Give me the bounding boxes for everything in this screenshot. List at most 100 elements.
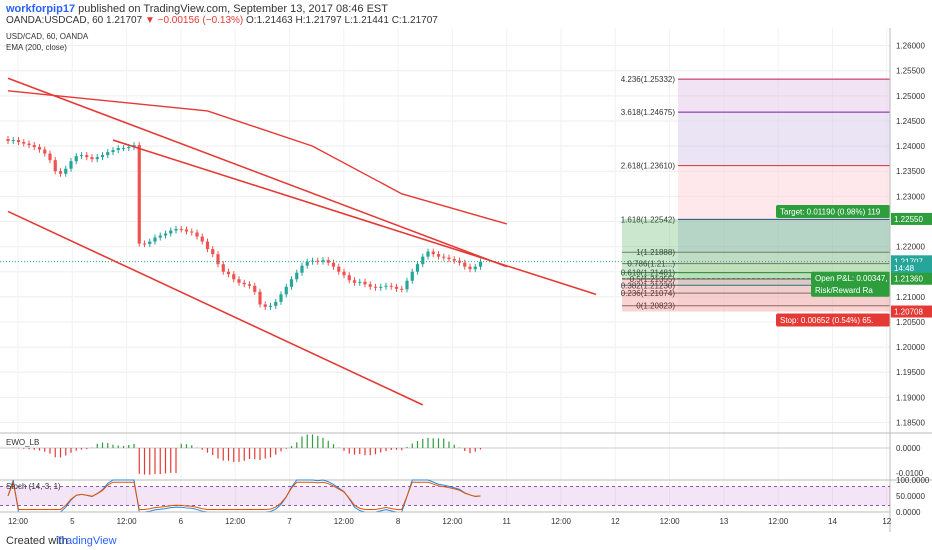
candle-body [200, 236, 204, 242]
author-link[interactable]: workforpip17 [6, 3, 76, 15]
ema-200-line [7, 90, 507, 225]
candle-body [247, 284, 252, 286]
candle-body [405, 280, 409, 290]
time-tick-label: 12:00 [660, 517, 681, 526]
trend-line [7, 77, 508, 268]
price-tag-text: 1.22550 [894, 215, 923, 224]
quote-change: ▼ −0.00156 (−0.13%) [144, 15, 244, 26]
open-pl-label-bg [811, 271, 890, 285]
candle-body [242, 282, 246, 285]
candle-body [305, 261, 309, 266]
candle [95, 154, 99, 163]
candle-body [90, 157, 94, 160]
candle [431, 248, 435, 258]
stoch-tick-label: 0.0000 [896, 508, 921, 517]
candle [200, 233, 204, 245]
publish-line: workforpip17 published on TradingView.co… [6, 3, 388, 15]
candle-body [74, 156, 78, 162]
fib-level-label: 0.618(1.21481) [621, 269, 676, 278]
candle-body [116, 148, 120, 151]
candle-body [69, 161, 73, 169]
candle-body [142, 243, 147, 245]
candle [410, 268, 414, 284]
candle [268, 302, 273, 310]
quote-ohlc: O:1.21463 H:1.21797 L:1.21441 C:1.21707 [246, 15, 438, 26]
price-tick-label: 1.25000 [896, 92, 925, 101]
candles [0, 136, 890, 310]
candle [158, 232, 162, 241]
candle [289, 276, 294, 290]
candle-body [16, 140, 21, 143]
candle [384, 282, 388, 290]
candle [347, 272, 351, 284]
trend-lines[interactable] [7, 77, 597, 406]
fib-zone [678, 112, 890, 166]
quote-prefix: OANDA:USDCAD, 60 1.21707 [6, 15, 143, 26]
legend-stoch: Stoch (14, 3, 1) [6, 482, 61, 491]
price-tick-label: 1.23000 [896, 192, 925, 201]
trend-line [112, 139, 597, 296]
tradingview-logo[interactable]: TradingView [56, 535, 117, 547]
candle [405, 277, 409, 293]
candle [253, 282, 257, 295]
candle [352, 277, 357, 286]
price-tag: 1.20708 [891, 305, 932, 318]
time-tick-label: 12 [611, 517, 620, 526]
fib-level-label: 2.618(1.23610) [621, 162, 676, 171]
candle [310, 257, 315, 265]
time-tick-label: 7 [287, 517, 292, 526]
price-tick-label: 1.19000 [896, 393, 925, 402]
candle [373, 283, 378, 291]
candle-body [85, 155, 89, 158]
stoch-tick-label: 100.0000 [896, 476, 930, 485]
price-tick-label: 1.25500 [896, 67, 925, 76]
risk-reward-label-text: Risk/Reward Ra [815, 286, 873, 295]
candle [6, 136, 10, 145]
candle [473, 263, 477, 273]
candle [27, 140, 31, 149]
candle-body [379, 286, 383, 288]
candle [247, 281, 252, 289]
candle [368, 281, 372, 290]
quote-line: OANDA:USDCAD, 60 1.21707 ▼ −0.00156 (−0.… [6, 15, 438, 26]
price-tag-bg [891, 262, 932, 275]
candle [16, 137, 21, 146]
legend-symbol: USD/CAD, 60, OANDA [6, 32, 89, 41]
candle [300, 262, 304, 276]
time-tick-label: 14 [828, 517, 837, 526]
fib-level-label: 1(1.21888) [636, 248, 675, 257]
candle-body [268, 305, 273, 307]
candle-body [384, 285, 388, 287]
candle [184, 226, 189, 235]
target-label-text: Target: 0.01190 (0.98%) 119 [780, 207, 881, 216]
candle-body [431, 251, 435, 255]
time-tick-label: 6 [179, 517, 184, 526]
candle [205, 238, 210, 253]
time-axis[interactable]: 12:00 5 12:00 6 12:00 7 12:00 8 12:00 11 12:00 12 12… [0, 511, 892, 526]
candle [463, 259, 467, 270]
candle-body [447, 257, 451, 260]
price-chart[interactable]: 4.236(1.25332) 3.618(1.24675) 2.618(1.2361… [0, 28, 932, 532]
fib-level-label: 4.236(1.25332) [621, 75, 676, 84]
price-tick-label: 1.20000 [896, 343, 925, 352]
candle [37, 144, 42, 153]
price-tag-bg [891, 272, 932, 285]
candle [32, 142, 36, 151]
candle-body [442, 256, 446, 258]
candle [478, 258, 483, 270]
open-pl-label-text: Open P&L: 0.00347, [815, 274, 888, 283]
candle [358, 278, 362, 286]
candle [195, 229, 199, 240]
candle-body [100, 155, 105, 158]
candle-body [347, 275, 351, 281]
candle-body [32, 145, 36, 148]
candle-body [179, 229, 183, 230]
candle [22, 139, 26, 147]
candle [163, 230, 168, 239]
candle-body [232, 274, 236, 280]
candle [415, 261, 420, 275]
long-position-tool[interactable]: Target: 0.01190 (0.98%) 119 Stop: 0.00652… [622, 204, 890, 327]
candle-body [27, 143, 31, 146]
time-tick-label: 12:00 [768, 517, 789, 526]
